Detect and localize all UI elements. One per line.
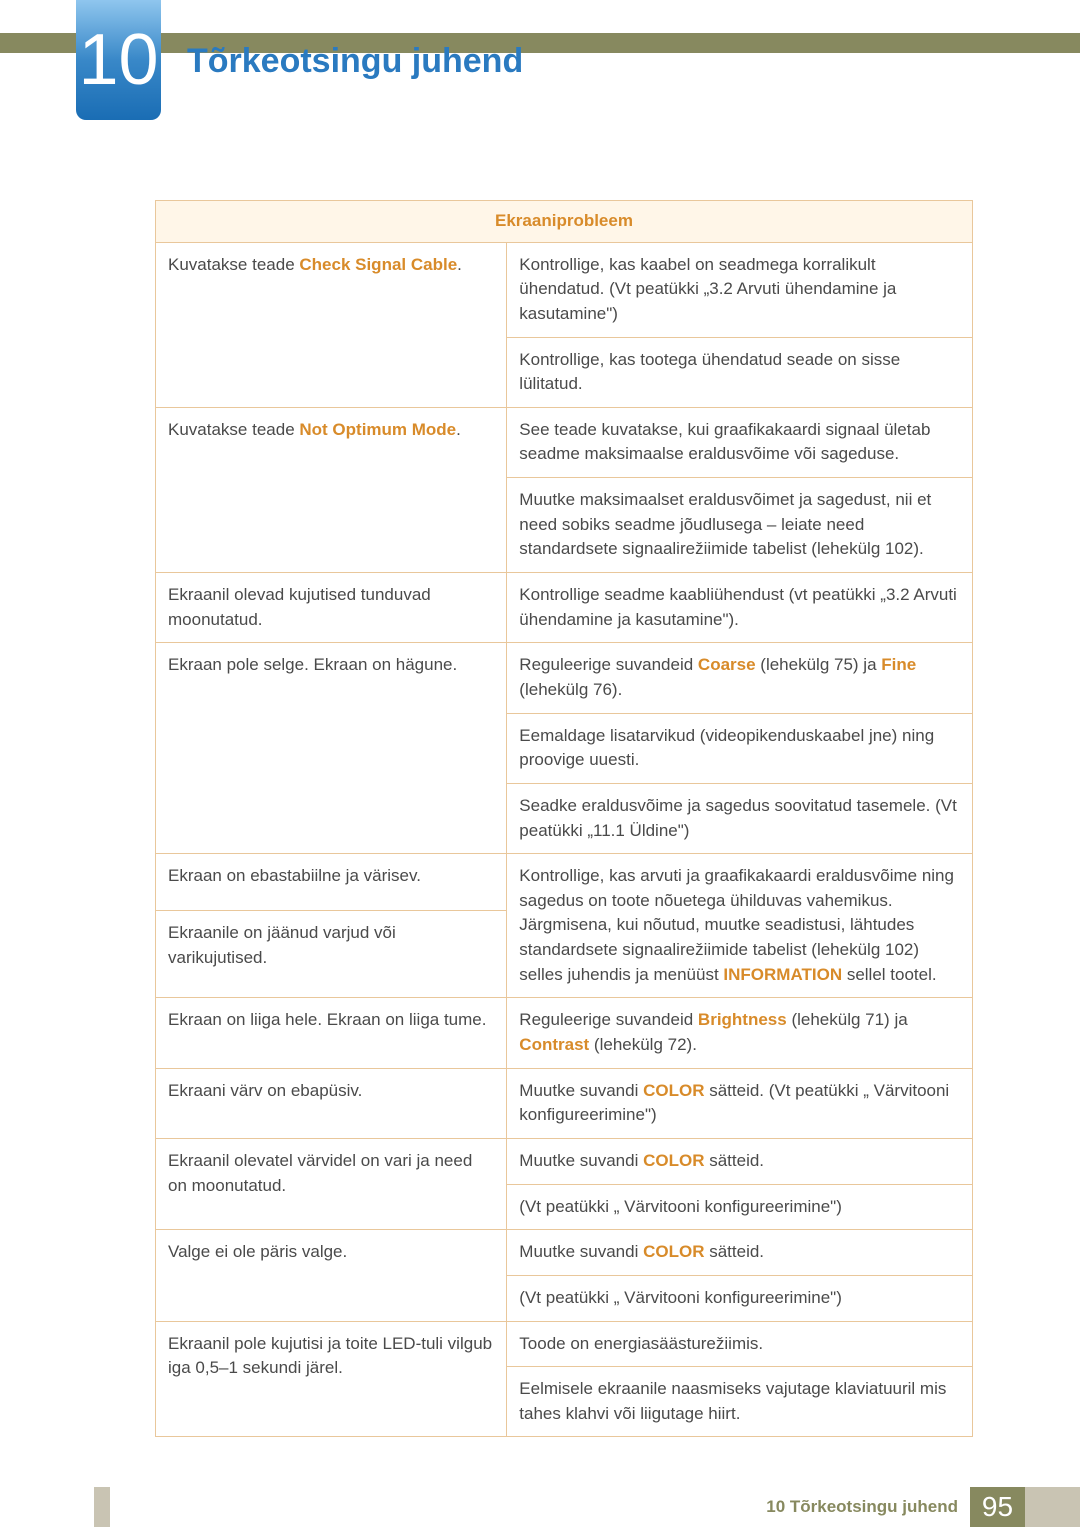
solution-cell: Seadke eraldusvõime ja sagedus soovitatu… (507, 783, 973, 853)
top-accent-bar (0, 33, 1080, 53)
solution-cell: Muutke suvandi COLOR sätteid. (507, 1230, 973, 1276)
problem-cell: Kuvatakse teade Not Optimum Mode. (156, 407, 507, 572)
solution-cell: Kontrollige seadme kaabliühendust (vt pe… (507, 573, 973, 643)
problem-cell: Ekraanil olevad kujutised tunduvad moonu… (156, 573, 507, 643)
problem-cell: Ekraanil olevatel värvidel on vari ja ne… (156, 1138, 507, 1229)
solution-cell: Kontrollige, kas arvuti ja graafikakaard… (507, 854, 973, 998)
solution-cell: Kontrollige, kas tootega ühendatud seade… (507, 337, 973, 407)
solution-cell: See teade kuvatakse, kui graafikakaardi … (507, 407, 973, 477)
solution-cell: Reguleerige suvandeid Coarse (lehekülg 7… (507, 643, 973, 713)
solution-cell: (Vt peatükki „ Värvitooni konfigureerimi… (507, 1275, 973, 1321)
footer-right-group: 10 Tõrkeotsingu juhend 95 (766, 1487, 1080, 1527)
solution-cell: Muutke suvandi COLOR sätteid. (507, 1138, 973, 1184)
problem-cell: Ekraan on liiga hele. Ekraan on liiga tu… (156, 998, 507, 1068)
problem-cell: Ekraanile on jäänud varjud või varikujut… (156, 910, 507, 997)
solution-cell: Muutke suvandi COLOR sätteid. (Vt peatük… (507, 1068, 973, 1138)
problem-cell: Ekraanil pole kujutisi ja toite LED-tuli… (156, 1321, 507, 1437)
solution-cell: Toode on energiasäästurežiimis. (507, 1321, 973, 1367)
page-footer: 10 Tõrkeotsingu juhend 95 (0, 1487, 1080, 1527)
chapter-number: 10 (78, 24, 158, 96)
solution-cell: Reguleerige suvandeid Brightness (lehekü… (507, 998, 973, 1068)
footer-left-accent (94, 1487, 110, 1527)
solution-cell: (Vt peatükki „ Värvitooni konfigureerimi… (507, 1184, 973, 1230)
problem-cell: Valge ei ole päris valge. (156, 1230, 507, 1321)
footer-page-number: 95 (970, 1487, 1025, 1527)
problem-cell: Ekraan pole selge. Ekraan on hägune. (156, 643, 507, 854)
solution-cell: Kontrollige, kas kaabel on seadmega korr… (507, 242, 973, 337)
problem-cell: Ekraani värv on ebapüsiv. (156, 1068, 507, 1138)
troubleshooting-table: Ekraaniprobleem Kuvatakse teade Check Si… (155, 200, 973, 1437)
problem-cell: Ekraan on ebastabiilne ja värisev. (156, 854, 507, 911)
table-header: Ekraaniprobleem (156, 201, 973, 243)
page-title: Tõrkeotsingu juhend (187, 42, 523, 81)
solution-cell: Muutke maksimaalset eraldusvõimet ja sag… (507, 478, 973, 573)
footer-chapter-label: 10 Tõrkeotsingu juhend (766, 1497, 970, 1517)
troubleshooting-table-wrap: Ekraaniprobleem Kuvatakse teade Check Si… (155, 200, 973, 1437)
solution-cell: Eemaldage lisatarvikud (videopikenduskaa… (507, 713, 973, 783)
chapter-badge: 10 (76, 0, 161, 120)
footer-tail-accent (1025, 1487, 1080, 1527)
solution-cell: Eelmisele ekraanile naasmiseks vajutage … (507, 1367, 973, 1437)
problem-cell: Kuvatakse teade Check Signal Cable. (156, 242, 507, 407)
